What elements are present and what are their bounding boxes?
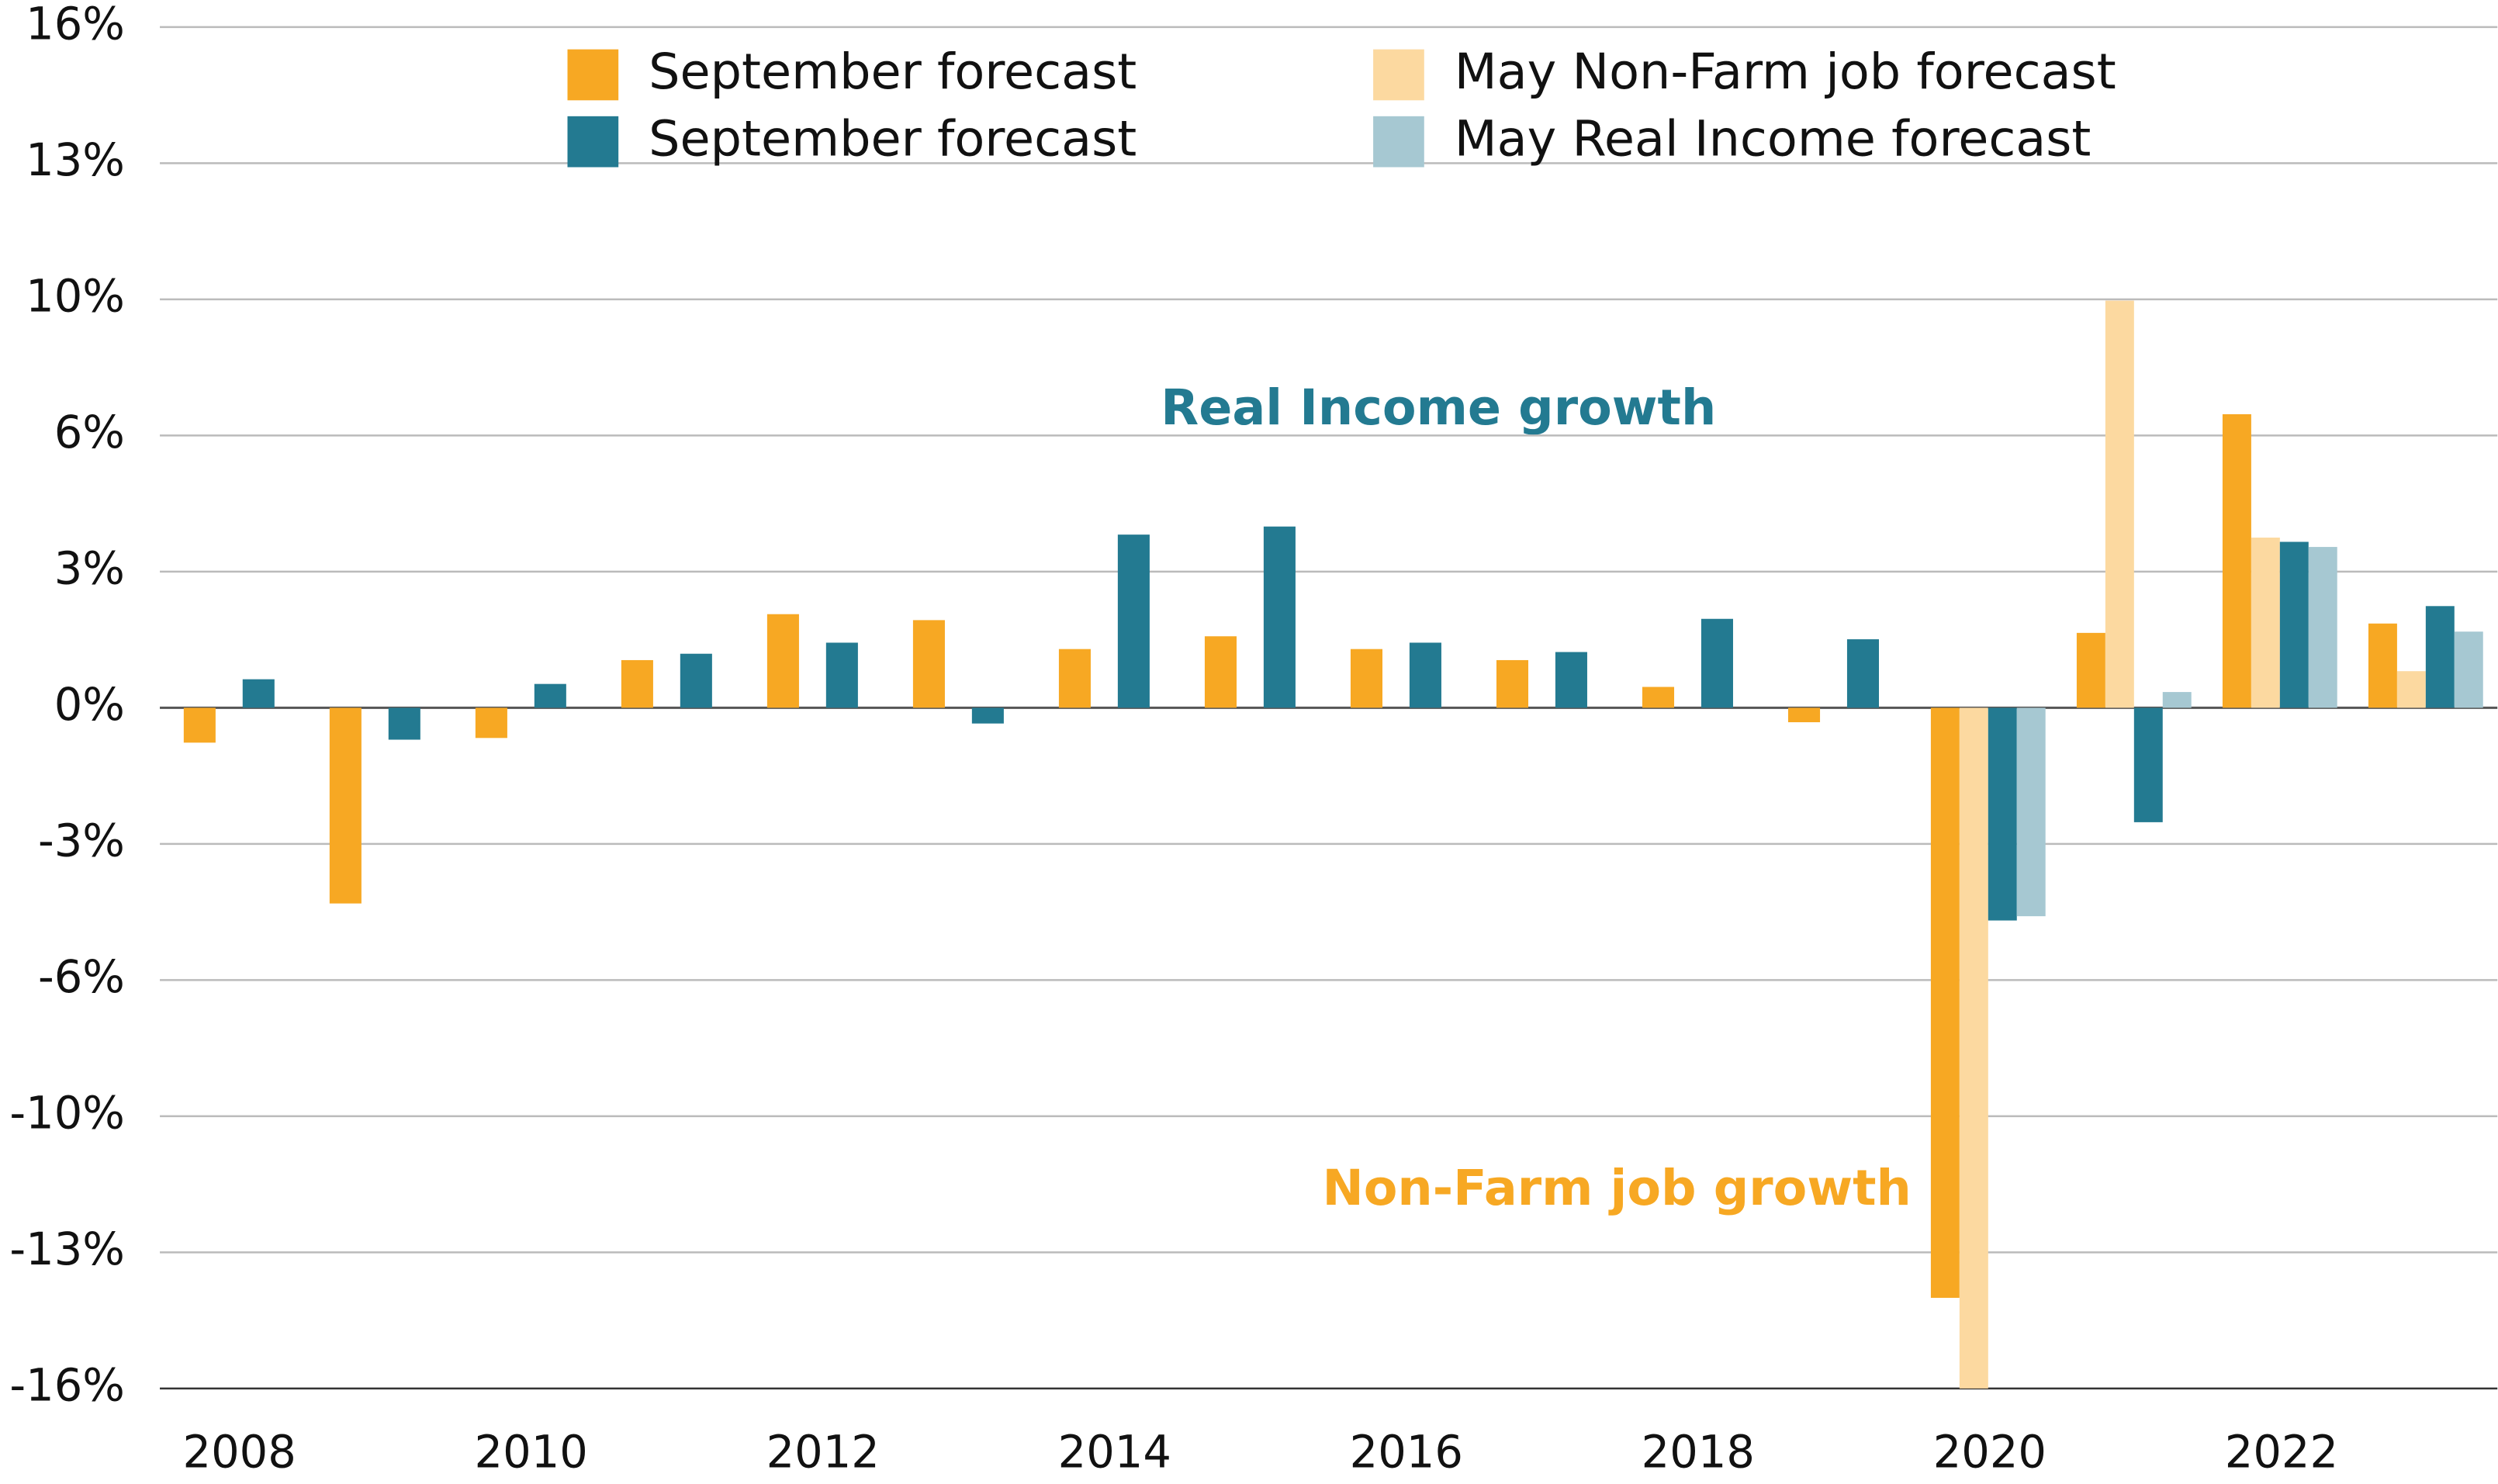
annotation: Non-Farm job growth: [1322, 1160, 1911, 1217]
bar: [2368, 623, 2397, 708]
legend-swatch: [1373, 116, 1424, 168]
y-tick-label: -13%: [9, 1223, 124, 1275]
bar: [2279, 541, 2309, 708]
x-tick-label: 2022: [2225, 1427, 2338, 1479]
bar: [2133, 707, 2163, 822]
x-tick-label: 2008: [183, 1427, 296, 1479]
y-tick-label: 16%: [26, 0, 125, 50]
bar: [2016, 707, 2046, 917]
bar: [388, 707, 420, 740]
bar: [1409, 642, 1441, 708]
y-tick-label: -6%: [38, 951, 125, 1003]
bar: [329, 707, 362, 904]
x-tick-label: 2014: [1058, 1427, 1171, 1479]
y-tick-label: -10%: [9, 1087, 124, 1139]
bar: [2076, 632, 2105, 708]
bar: [1117, 534, 1150, 708]
legend-swatch: [567, 49, 619, 101]
bar: [1988, 707, 2017, 921]
bar: [971, 707, 1004, 724]
bar: [1263, 526, 1296, 708]
legend-swatch: [567, 116, 619, 168]
annotation: Real Income growth: [1161, 379, 1716, 437]
y-tick-label: 13%: [26, 134, 125, 186]
x-tick-label: 2020: [1933, 1427, 2046, 1479]
bar: [2222, 413, 2251, 708]
bar: [2308, 547, 2337, 708]
y-tick-label: 0%: [54, 679, 125, 731]
bar: [242, 679, 275, 708]
bar: [912, 620, 945, 708]
bar: [1555, 652, 1587, 708]
bar: [2162, 692, 2192, 708]
bar: [2105, 300, 2134, 708]
legend-label: September forecast: [649, 110, 1137, 168]
bar: [1496, 659, 1529, 708]
bar: [1788, 707, 1821, 723]
bar: [2251, 538, 2280, 708]
legend-label: May Non-Farm job forecast: [1455, 43, 2116, 101]
bar: [1058, 649, 1091, 708]
bar: [475, 707, 507, 739]
bar: [1204, 636, 1237, 708]
bar: [766, 614, 799, 708]
x-tick-label: 2010: [475, 1427, 588, 1479]
bar: [825, 642, 858, 708]
bar: [183, 707, 216, 743]
y-tick-label: -3%: [38, 815, 125, 867]
x-tick-label: 2012: [766, 1427, 880, 1479]
bar: [680, 653, 712, 708]
bar: [534, 683, 566, 708]
bar: [1701, 618, 1733, 708]
bar: [2396, 671, 2426, 708]
legend-label: May Real Income forecast: [1455, 110, 2091, 168]
y-tick-label: 10%: [26, 271, 125, 323]
y-tick-label: 6%: [54, 406, 125, 458]
bar: [2454, 631, 2483, 708]
legend-label: September forecast: [649, 43, 1137, 101]
y-tick-label: 3%: [54, 542, 125, 594]
bar: [2425, 606, 2455, 708]
bar: [1846, 639, 1879, 708]
bar: [621, 659, 653, 708]
x-tick-label: 2018: [1642, 1427, 1755, 1479]
y-tick-label: -16%: [9, 1359, 124, 1411]
bar: [1930, 707, 1960, 1299]
legend-swatch: [1373, 49, 1424, 101]
x-tick-label: 2016: [1350, 1427, 1463, 1479]
bar: [1642, 687, 1675, 708]
bar: [1350, 649, 1383, 708]
bar: [1959, 707, 1988, 1389]
